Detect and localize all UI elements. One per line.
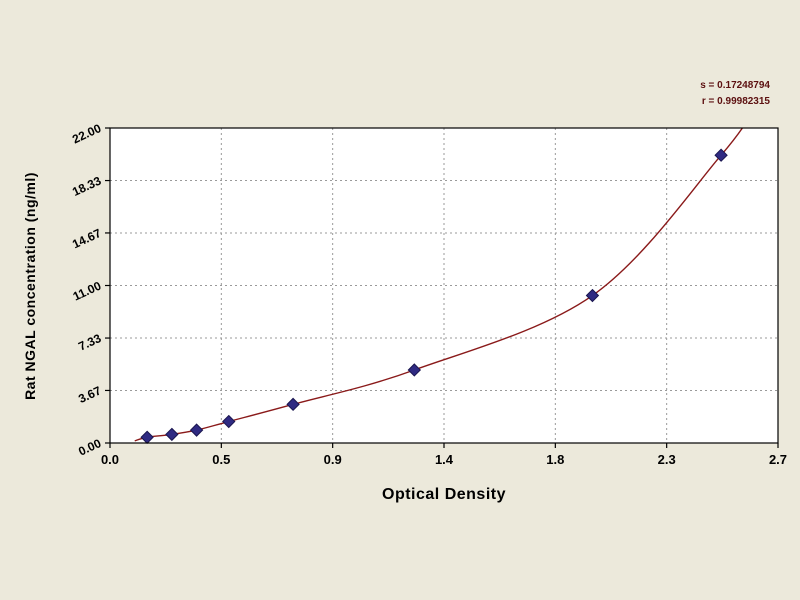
fit-statistic-s: s = 0.17248794: [700, 80, 770, 91]
y-tick-label: 3.67: [76, 383, 103, 406]
data-point-marker: [585, 288, 600, 303]
x-tick-label: 0.9: [324, 452, 342, 467]
x-tick-label: 0.5: [212, 452, 230, 467]
x-tick-label: 2.7: [769, 452, 787, 467]
data-point-marker: [189, 423, 204, 437]
x-axis-label: Optical Density: [382, 486, 506, 503]
data-point-marker: [714, 148, 728, 162]
data-point-marker: [407, 363, 422, 377]
data-point-marker: [286, 397, 300, 412]
data-point-marker: [165, 427, 179, 442]
y-tick-label: 7.33: [76, 331, 103, 354]
fit-statistic-r: r = 0.99982315: [701, 96, 770, 107]
y-tick-label: 22.00: [70, 121, 103, 147]
y-tick-label: 0.00: [76, 436, 103, 459]
x-tick-label: 2.3: [658, 452, 676, 467]
data-point-marker: [222, 414, 236, 429]
y-tick-label: 14.67: [70, 226, 103, 252]
y-tick-label: 18.33: [70, 173, 103, 199]
x-tick-label: 1.4: [435, 452, 454, 467]
fit-statistics: s = 0.17248794 r = 0.99982315: [700, 78, 770, 110]
x-tick-label: 0.0: [101, 452, 119, 467]
x-tick-label: 1.8: [546, 452, 564, 467]
y-tick-label: 11.00: [71, 278, 104, 303]
